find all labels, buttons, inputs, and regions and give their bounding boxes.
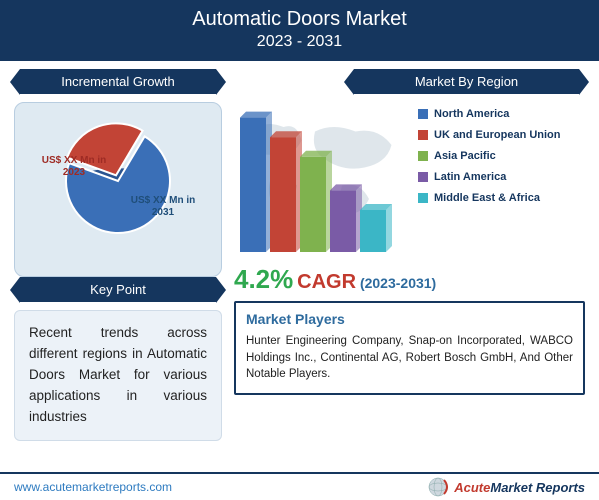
legend-swatch xyxy=(418,172,428,182)
market-by-region-ribbon: Market By Region xyxy=(354,69,579,94)
cagr-line: 4.2% CAGR (2023-2031) xyxy=(234,264,585,295)
legend-item: Latin America xyxy=(418,171,561,183)
right-column: Market By Region North America UK and Eur… xyxy=(230,61,599,471)
left-column: Incremental Growth US$ XX Mn in 2023 US$… xyxy=(0,61,230,471)
cagr-percent: 4.2% xyxy=(234,264,293,294)
pie-label-2031: US$ XX Mn in 2031 xyxy=(124,195,202,219)
page-subtitle: 2023 - 2031 xyxy=(0,33,599,51)
legend-swatch xyxy=(418,109,428,119)
legend-item: North America xyxy=(418,108,561,120)
legend-label: UK and European Union xyxy=(434,129,561,141)
cagr-word: CAGR xyxy=(297,271,356,293)
market-players-text: Hunter Engineering Company, Snap-on Inco… xyxy=(246,333,573,383)
page-title: Automatic Doors Market xyxy=(0,8,599,31)
footer-url[interactable]: www.acutemarketreports.com xyxy=(14,480,172,494)
globe-icon xyxy=(428,477,450,497)
legend-label: North America xyxy=(434,108,509,120)
region-panel: North America UK and European Union Asia P… xyxy=(234,102,585,262)
key-point-text: Recent trends across different regions i… xyxy=(14,310,222,441)
legend-swatch xyxy=(418,130,428,140)
footer: www.acutemarketreports.com Acute Market … xyxy=(0,472,599,500)
brand-word-b: Market Reports xyxy=(490,480,585,495)
key-point-ribbon: Key Point xyxy=(20,277,216,302)
main-content: Incremental Growth US$ XX Mn in 2023 US$… xyxy=(0,61,599,471)
market-players-heading: Market Players xyxy=(246,311,573,327)
pie-label-2023: US$ XX Mn in 2023 xyxy=(38,155,110,179)
legend-item: Middle East & Africa xyxy=(418,192,561,204)
header: Automatic Doors Market 2023 - 2031 xyxy=(0,0,599,61)
legend-label: Latin America xyxy=(434,171,506,183)
legend-swatch xyxy=(418,151,428,161)
region-bar-chart xyxy=(234,102,404,252)
brand-word-a: Acute xyxy=(454,480,490,495)
incremental-growth-ribbon: Incremental Growth xyxy=(20,69,216,94)
market-players-box: Market Players Hunter Engineering Compan… xyxy=(234,301,585,395)
legend-label: Asia Pacific xyxy=(434,150,496,162)
legend-item: Asia Pacific xyxy=(418,150,561,162)
cagr-range: (2023-2031) xyxy=(360,275,436,291)
pie-panel: US$ XX Mn in 2023 US$ XX Mn in 2031 xyxy=(14,102,222,277)
legend-label: Middle East & Africa xyxy=(434,192,540,204)
legend-swatch xyxy=(418,193,428,203)
region-legend: North America UK and European Union Asia P… xyxy=(418,108,561,213)
brand-logo: Acute Market Reports xyxy=(428,477,585,497)
pie-chart: US$ XX Mn in 2023 US$ XX Mn in 2031 xyxy=(54,121,182,249)
legend-item: UK and European Union xyxy=(418,129,561,141)
